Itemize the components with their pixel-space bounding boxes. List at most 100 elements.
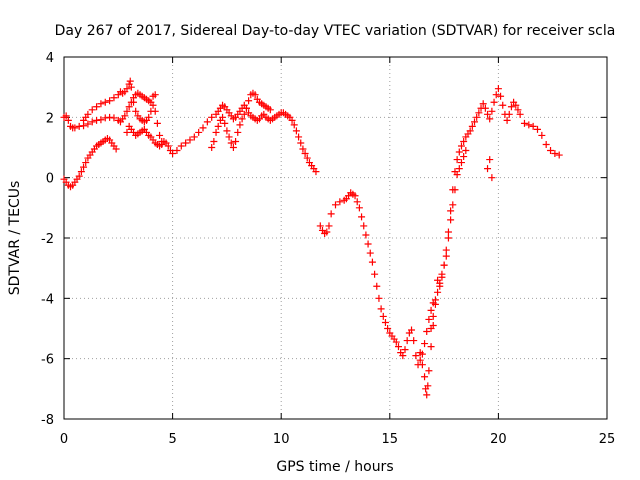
data-point-marker [210,137,218,145]
data-point-marker [529,122,537,130]
data-point-marker [421,373,429,381]
data-point-marker [327,210,335,218]
data-point-marker [169,150,177,158]
data-point-marker [368,258,376,266]
data-point-marker [186,136,194,144]
data-point-marker [499,101,507,109]
data-point-marker [84,120,92,128]
data-point-marker [503,116,511,124]
data-point-marker [449,201,457,209]
data-point-marker [266,106,274,114]
data-point-marker [84,110,92,118]
plot-frame [63,56,608,420]
data-point-marker [425,367,433,375]
data-point-marker [221,119,229,127]
data-point-marker [223,127,231,135]
data-point-marker [366,249,374,257]
data-point-marker [123,128,131,136]
series-track-a-upper [60,89,159,132]
data-point-marker [236,121,244,129]
chart-title: Day 267 of 2017, Sidereal Day-to-day VTE… [55,23,616,39]
data-point-marker [64,116,72,124]
data-point-marker [97,116,105,124]
data-point-marker [492,91,500,99]
data-point-marker [156,131,164,139]
data-point-marker [353,198,361,206]
data-point-marker [473,113,481,121]
data-point-marker [379,312,387,320]
data-point-marker [123,85,131,93]
data-point-marker [392,338,400,346]
data-point-marker [93,103,101,111]
data-point-marker [290,121,298,129]
data-point-marker [112,145,120,153]
series-track-g-deep [416,321,437,399]
data-point-marker [75,122,83,130]
data-point-marker [219,113,227,121]
data-point-marker [442,246,450,254]
data-point-marker [520,119,528,127]
data-point-marker [418,361,426,369]
data-point-marker [292,127,300,135]
data-point-marker [434,276,442,284]
data-point-marker [423,328,431,336]
data-point-marker [421,340,429,348]
data-point-marker [101,98,109,106]
data-point-marker [212,128,220,136]
data-point-marker [427,325,435,332]
data-point-marker [301,150,309,158]
data-point-marker [471,118,479,126]
y-tick-label: 0 [46,172,54,187]
data-points [60,77,563,399]
data-point-marker [460,137,468,145]
data-point-marker [542,140,550,148]
data-point-marker [440,261,448,269]
data-point-marker [453,156,461,164]
data-point-marker [444,228,452,236]
x-axis-label: GPS time / hours [276,459,393,475]
data-point-marker [358,213,366,221]
data-point-marker [444,234,452,242]
data-point-marker [410,337,418,345]
y-axis-label: SDTVAR / TECUs [7,181,23,296]
data-point-marker [362,231,370,239]
data-point-marker [484,110,492,118]
data-point-marker [555,151,563,159]
data-point-marker [127,83,135,91]
data-point-marker [106,113,114,121]
data-point-marker [507,103,515,111]
data-point-marker [151,107,159,115]
data-point-marker [488,174,496,182]
data-point-marker [355,204,363,212]
data-point-marker [424,382,432,390]
data-point-marker [481,104,489,112]
data-point-marker [438,273,446,281]
data-point-marker [475,109,483,117]
data-point-marker [130,98,138,106]
data-point-marker [312,168,320,176]
data-point-marker [121,112,129,120]
y-tick-label: -2 [41,232,54,247]
data-point-marker [455,148,463,156]
data-point-marker [505,110,513,118]
series-track-e-drop [208,89,274,151]
y-tick-label: -4 [41,292,54,307]
data-point-marker [173,147,181,155]
data-point-marker [182,139,190,147]
data-point-marker [199,124,207,132]
data-point-marker [299,145,307,153]
data-point-marker [295,133,303,141]
data-point-marker [323,228,331,236]
data-point-marker [425,315,433,323]
data-point-marker [488,107,496,115]
data-point-marker [484,165,492,173]
data-point-marker [297,139,305,147]
data-point-marker [80,163,88,171]
data-point-marker [416,349,424,357]
data-point-marker [547,147,555,155]
data-point-marker [381,318,389,326]
x-tick-label: 5 [168,432,176,447]
data-point-marker [468,122,476,130]
x-tick-label: 10 [273,432,290,447]
series-track-i-branch [434,147,496,290]
